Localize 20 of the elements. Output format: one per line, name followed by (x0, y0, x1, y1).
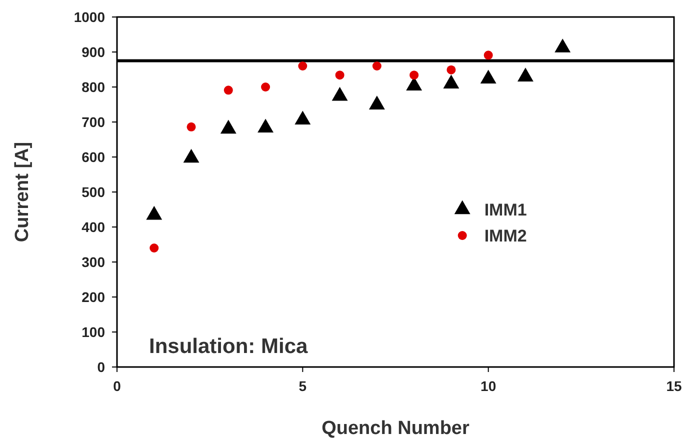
x-tick-label: 15 (666, 378, 682, 394)
y-tick-label: 500 (82, 184, 106, 200)
x-axis-title: Quench Number (322, 418, 470, 439)
x-tick-label: 0 (113, 378, 122, 394)
y-tick-label: 400 (82, 218, 106, 235)
x-tick-label: 5 (298, 378, 307, 394)
y-tick-label: 200 (82, 288, 106, 305)
y-tick-label: 1000 (74, 8, 106, 25)
y-axis-title: Current [A] (12, 142, 33, 242)
y-tick-label: 600 (82, 148, 106, 165)
legend-label: IMM2 (484, 226, 527, 246)
y-tick-label: 100 (82, 324, 106, 340)
x-tick-label: 10 (480, 378, 496, 394)
y-tick-label: 900 (82, 44, 106, 60)
annotation: Insulation: Mica (149, 335, 308, 358)
legend-label: IMM1 (484, 200, 527, 220)
y-tick-label: 700 (82, 114, 106, 130)
y-tick-label: 300 (82, 254, 106, 270)
y-tick-label: 0 (97, 358, 106, 375)
y-tick-label: 800 (82, 78, 106, 95)
